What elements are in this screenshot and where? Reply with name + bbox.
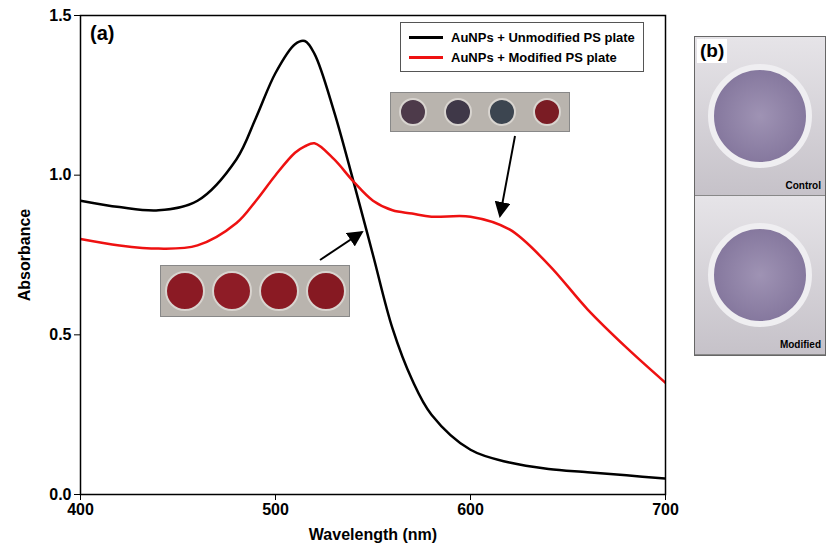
- html-text:Control: Control: [785, 180, 821, 191]
- svg-text:Absorbance: Absorbance: [16, 209, 33, 302]
- svg-text:0.5: 0.5: [49, 326, 71, 343]
- html-text:AuNPs + Modified PS plate: AuNPs + Modified PS plate: [451, 49, 617, 65]
- svg-text:500: 500: [262, 501, 289, 518]
- html-text:Modified: Modified: [779, 339, 821, 350]
- svg-text:400: 400: [67, 501, 94, 518]
- html-text:(a): (a): [90, 22, 115, 44]
- svg-text:600: 600: [457, 501, 484, 518]
- svg-text:700: 700: [652, 501, 679, 518]
- html-text:AuNPs + Unmodified PS plate: AuNPs + Unmodified PS plate: [451, 29, 635, 45]
- svg-text:Wavelength (nm): Wavelength (nm): [309, 526, 437, 543]
- svg-text:1.5: 1.5: [49, 7, 71, 24]
- html-text:(b): (b): [700, 40, 725, 61]
- svg-text:0.0: 0.0: [49, 486, 71, 503]
- svg-text:1.0: 1.0: [49, 166, 71, 183]
